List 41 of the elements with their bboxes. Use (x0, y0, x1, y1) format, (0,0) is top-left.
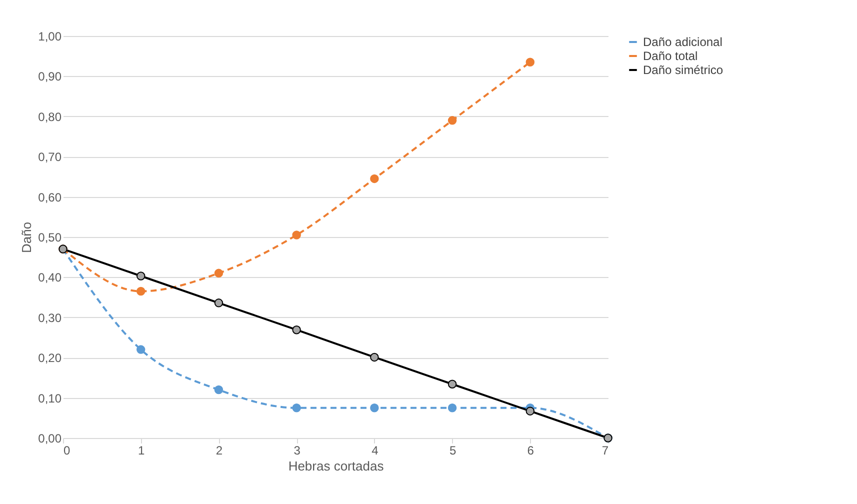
point (448, 380, 457, 388)
point (292, 230, 301, 240)
legend-label: Daño simétrico (643, 63, 724, 77)
x-tick-label: 6 (527, 444, 534, 458)
y-tick-label: 0,70 (38, 150, 62, 164)
point (214, 268, 224, 278)
point (526, 406, 535, 416)
point (214, 385, 224, 394)
point (370, 174, 379, 184)
x-tick-label: 3 (294, 444, 301, 458)
y-tick-label: 1,00 (38, 30, 62, 44)
y-tick-label: 0,10 (38, 391, 62, 406)
x-axis-title: Hebras cortadas (288, 458, 384, 474)
y-tick-label: 0,90 (38, 70, 62, 84)
y-tick-label: 0,60 (38, 190, 62, 204)
legend-label: Daño total (643, 49, 698, 63)
y-axis-title: Daño (19, 222, 34, 254)
y-tick-label: 0,20 (38, 351, 62, 366)
point (292, 403, 301, 412)
point (136, 286, 146, 296)
point (370, 403, 379, 412)
y-tick-label: 0,40 (38, 270, 62, 285)
point (136, 345, 146, 354)
point (448, 116, 457, 125)
y-tick-label: 0,30 (38, 310, 62, 325)
y-tick-label: 0,80 (38, 110, 62, 124)
x-tick-label: 7 (602, 444, 609, 458)
x-tick-label: 5 (449, 444, 456, 458)
x-tick-label: 2 (216, 444, 223, 458)
point (526, 58, 535, 66)
point (448, 403, 457, 412)
y-tick-label: 0,00 (38, 432, 62, 446)
x-tick-label: 1 (138, 444, 146, 458)
point (136, 272, 146, 280)
x-tick-label: 0 (64, 444, 70, 458)
point (292, 325, 301, 334)
point (214, 298, 224, 308)
y-tick-label: 0,50 (38, 230, 62, 244)
x-tick-label: 4 (372, 444, 379, 458)
legend-label: Daño adicional (643, 35, 722, 49)
point (370, 352, 379, 362)
